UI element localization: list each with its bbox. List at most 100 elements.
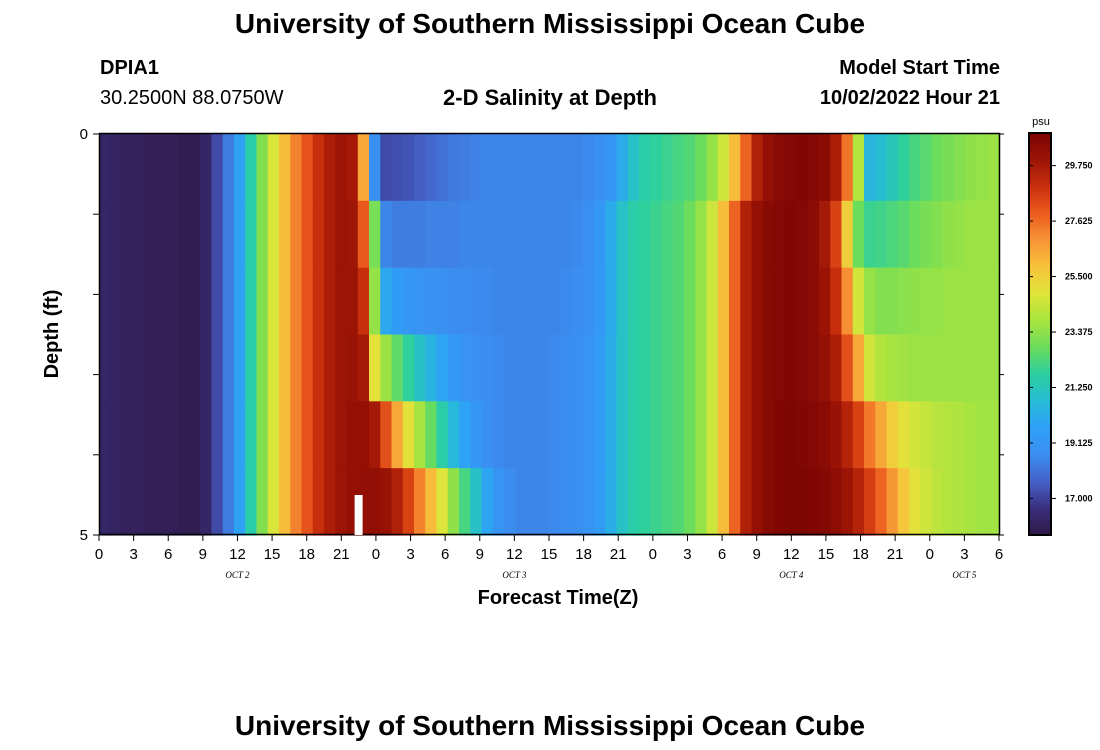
heatmap-cell <box>414 200 426 269</box>
heatmap-cell <box>661 401 674 469</box>
heatmap-cell <box>785 334 798 402</box>
heatmap-cell <box>594 200 606 269</box>
heatmap-cell <box>380 267 393 336</box>
heatmap-cell <box>414 134 426 202</box>
heatmap-cell <box>717 334 730 402</box>
heatmap-cell <box>740 401 753 469</box>
heatmap-cell <box>537 401 550 469</box>
heatmap-cell <box>121 134 134 202</box>
heatmap-cell <box>706 468 719 536</box>
heatmap-cell <box>627 200 640 269</box>
heatmap-cell <box>515 134 528 202</box>
x-tick-label: 0 <box>926 546 934 563</box>
heatmap-cell <box>369 200 381 269</box>
heatmap-cell <box>537 468 550 536</box>
heatmap-cell <box>695 401 708 469</box>
heatmap-cell <box>335 468 348 536</box>
heatmap-cell <box>200 334 213 402</box>
heatmap-cell <box>796 334 809 402</box>
heatmap-cell <box>796 468 809 536</box>
x-tick-label: 6 <box>441 546 449 563</box>
heatmap-cell <box>965 401 978 469</box>
heatmap-cell <box>965 334 978 402</box>
heatmap-cell <box>987 134 1000 202</box>
heatmap-cell <box>684 200 696 269</box>
heatmap-cell <box>571 334 584 402</box>
model-start-label: Model Start Time <box>839 57 1000 79</box>
heatmap-cell <box>864 134 876 202</box>
heatmap-cell <box>639 134 651 202</box>
heatmap-cell <box>447 468 460 536</box>
heatmap-cell <box>740 267 753 336</box>
heatmap-cell <box>560 401 573 469</box>
heatmap-cell <box>470 200 483 269</box>
heatmap-cell <box>425 468 438 536</box>
heatmap-cell <box>852 334 865 402</box>
heatmap-cell <box>357 200 370 269</box>
y-tick-label: 5 <box>80 527 88 544</box>
heatmap-cell <box>672 401 685 469</box>
heatmap <box>99 134 1000 536</box>
heatmap-cell <box>987 267 1000 336</box>
heatmap-cell <box>526 468 539 536</box>
heatmap-cell <box>560 267 573 336</box>
heatmap-cell <box>931 200 944 269</box>
heatmap-cell <box>436 134 449 202</box>
heatmap-cell <box>909 267 921 336</box>
heatmap-cell <box>605 134 618 202</box>
heatmap-cell <box>391 401 404 469</box>
heatmap-cell <box>785 267 798 336</box>
heatmap-cell <box>526 334 539 402</box>
heatmap-cell <box>987 200 1000 269</box>
heatmap-cell <box>965 134 978 202</box>
heatmap-cell <box>481 468 494 536</box>
heatmap-cell <box>312 267 325 336</box>
heatmap-cell <box>560 134 573 202</box>
heatmap-cell <box>402 134 415 202</box>
heatmap-cell <box>785 401 798 469</box>
heatmap-cell <box>459 200 471 269</box>
plot-frame <box>98 132 1001 536</box>
heatmap-cell <box>807 200 820 269</box>
x-tick-label: 3 <box>960 546 968 563</box>
heatmap-cell <box>110 200 123 269</box>
heatmap-cell <box>245 267 258 336</box>
heatmap-cell <box>684 267 696 336</box>
heatmap-cell <box>560 468 573 536</box>
heatmap-cell <box>515 401 528 469</box>
x-tick-label: 6 <box>164 546 172 563</box>
heatmap-cell <box>920 468 933 536</box>
heatmap-cell <box>661 200 674 269</box>
heatmap-cell <box>852 267 865 336</box>
heatmap-cell <box>155 267 168 336</box>
heatmap-cell <box>639 200 651 269</box>
heatmap-cell <box>909 468 921 536</box>
heatmap-cell <box>639 267 651 336</box>
heatmap-cell <box>774 200 786 269</box>
heatmap-cell <box>639 334 651 402</box>
heatmap-cell <box>942 468 955 536</box>
heatmap-cell <box>470 468 483 536</box>
x-tick-label: 0 <box>95 546 103 563</box>
heatmap-cell <box>211 134 224 202</box>
heatmap-cell <box>762 267 775 336</box>
heatmap-cell <box>672 267 685 336</box>
heatmap-cell <box>897 134 910 202</box>
heatmap-cell <box>706 267 719 336</box>
heatmap-cell <box>211 334 224 402</box>
heatmap-cell <box>459 334 471 402</box>
model-start-value: 10/02/2022 Hour 21 <box>819 87 1000 109</box>
heatmap-cell <box>582 468 595 536</box>
heatmap-cell <box>380 401 393 469</box>
heatmap-cell <box>852 401 865 469</box>
heatmap-cell <box>841 334 854 402</box>
heatmap-cell <box>245 134 258 202</box>
heatmap-cell <box>909 134 921 202</box>
heatmap-cell <box>672 334 685 402</box>
x-tick-label: 9 <box>476 546 484 563</box>
heatmap-cell <box>526 200 539 269</box>
heatmap-cell <box>751 401 764 469</box>
x-tick-label: 0 <box>372 546 380 563</box>
heatmap-cell <box>515 200 528 269</box>
day-label: OCT 2 <box>225 570 250 580</box>
